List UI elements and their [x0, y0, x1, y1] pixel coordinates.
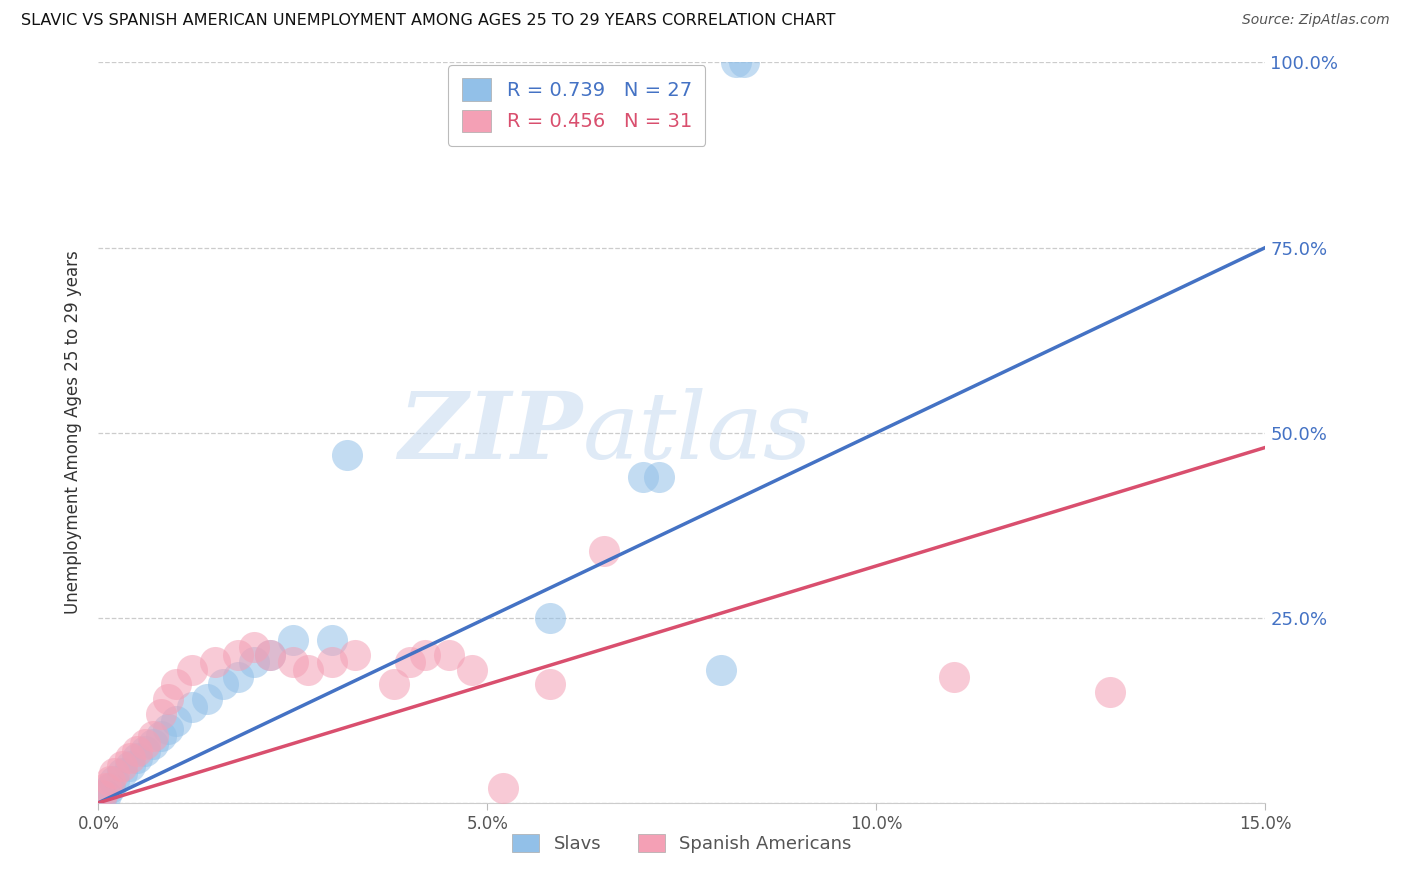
Point — [733, 55, 755, 70]
Point — [631, 470, 654, 484]
Point — [321, 655, 343, 669]
Text: atlas: atlas — [582, 388, 813, 477]
Point — [142, 729, 165, 743]
Point — [943, 670, 966, 684]
Point — [103, 773, 125, 788]
Point — [344, 648, 367, 662]
Point — [297, 663, 319, 677]
Point — [91, 789, 114, 803]
Point — [98, 773, 121, 788]
Point — [437, 648, 460, 662]
Point — [228, 670, 250, 684]
Point — [149, 706, 172, 721]
Point — [157, 722, 180, 736]
Point — [1098, 685, 1121, 699]
Point — [111, 758, 134, 772]
Point — [725, 55, 748, 70]
Point — [127, 744, 149, 758]
Point — [103, 766, 125, 780]
Point — [259, 648, 281, 662]
Point — [413, 648, 436, 662]
Point — [593, 544, 616, 558]
Point — [149, 729, 172, 743]
Legend: Slavs, Spanish Americans: Slavs, Spanish Americans — [505, 827, 859, 861]
Y-axis label: Unemployment Among Ages 25 to 29 years: Unemployment Among Ages 25 to 29 years — [65, 251, 83, 615]
Point — [228, 648, 250, 662]
Point — [212, 677, 235, 691]
Point — [492, 780, 515, 795]
Point — [195, 692, 218, 706]
Text: SLAVIC VS SPANISH AMERICAN UNEMPLOYMENT AMONG AGES 25 TO 29 YEARS CORRELATION CH: SLAVIC VS SPANISH AMERICAN UNEMPLOYMENT … — [21, 13, 835, 29]
Point — [127, 751, 149, 765]
Point — [336, 448, 359, 462]
Point — [538, 677, 561, 691]
Point — [180, 699, 202, 714]
Point — [382, 677, 405, 691]
Point — [321, 632, 343, 647]
Point — [118, 751, 141, 765]
Point — [157, 692, 180, 706]
Point — [461, 663, 484, 677]
Point — [142, 737, 165, 751]
Point — [165, 714, 187, 729]
Point — [243, 640, 266, 655]
Point — [165, 677, 187, 691]
Point — [538, 610, 561, 624]
Text: Source: ZipAtlas.com: Source: ZipAtlas.com — [1241, 13, 1389, 28]
Point — [259, 648, 281, 662]
Point — [281, 632, 304, 647]
Point — [647, 470, 669, 484]
Text: ZIP: ZIP — [398, 388, 582, 477]
Point — [98, 780, 121, 795]
Point — [134, 744, 156, 758]
Point — [204, 655, 226, 669]
Point — [134, 737, 156, 751]
Point — [91, 789, 114, 803]
Point — [398, 655, 420, 669]
Point — [96, 780, 118, 795]
Point — [118, 758, 141, 772]
Point — [96, 789, 118, 803]
Point — [281, 655, 304, 669]
Point — [710, 663, 733, 677]
Point — [180, 663, 202, 677]
Point — [243, 655, 266, 669]
Point — [111, 766, 134, 780]
